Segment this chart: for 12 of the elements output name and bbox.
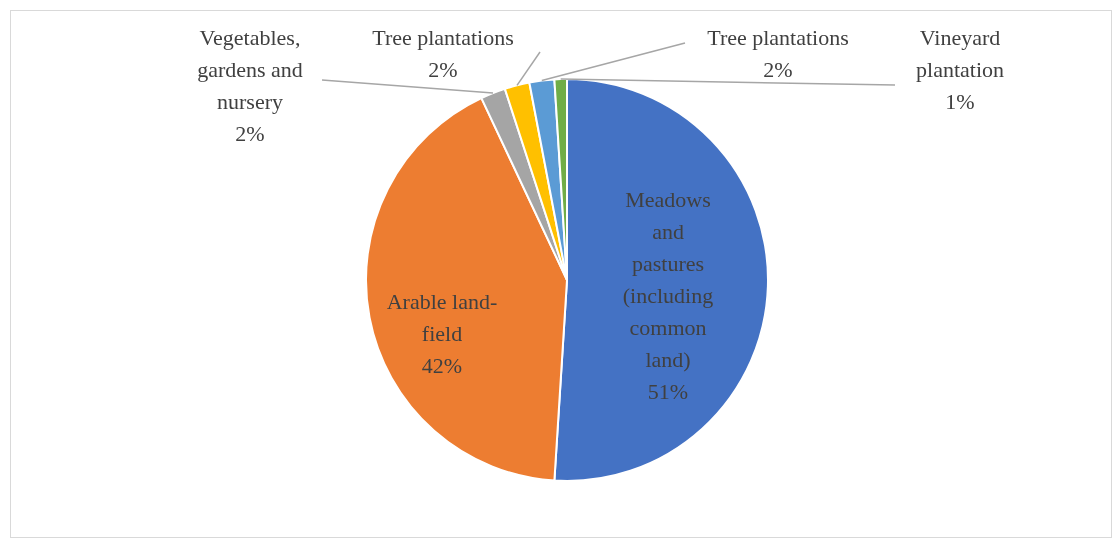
data-label: 1% bbox=[945, 88, 975, 114]
slice-label: Tree plantations bbox=[707, 24, 849, 50]
slice-label: Meadows and pastures (including common land) bbox=[622, 186, 714, 372]
slice-label: Tree plantations bbox=[372, 24, 514, 50]
slice-label: Vegetables, gardens and nursery bbox=[197, 24, 303, 114]
data-label: 2% bbox=[763, 56, 793, 82]
data-label: 42% bbox=[421, 352, 463, 378]
data-label: 51% bbox=[647, 378, 689, 404]
slice-label: Vineyard plantation bbox=[916, 24, 1004, 82]
data-label: 2% bbox=[235, 120, 265, 146]
data-label: 2% bbox=[428, 56, 458, 82]
slice-label: Arable land-field bbox=[386, 288, 498, 346]
